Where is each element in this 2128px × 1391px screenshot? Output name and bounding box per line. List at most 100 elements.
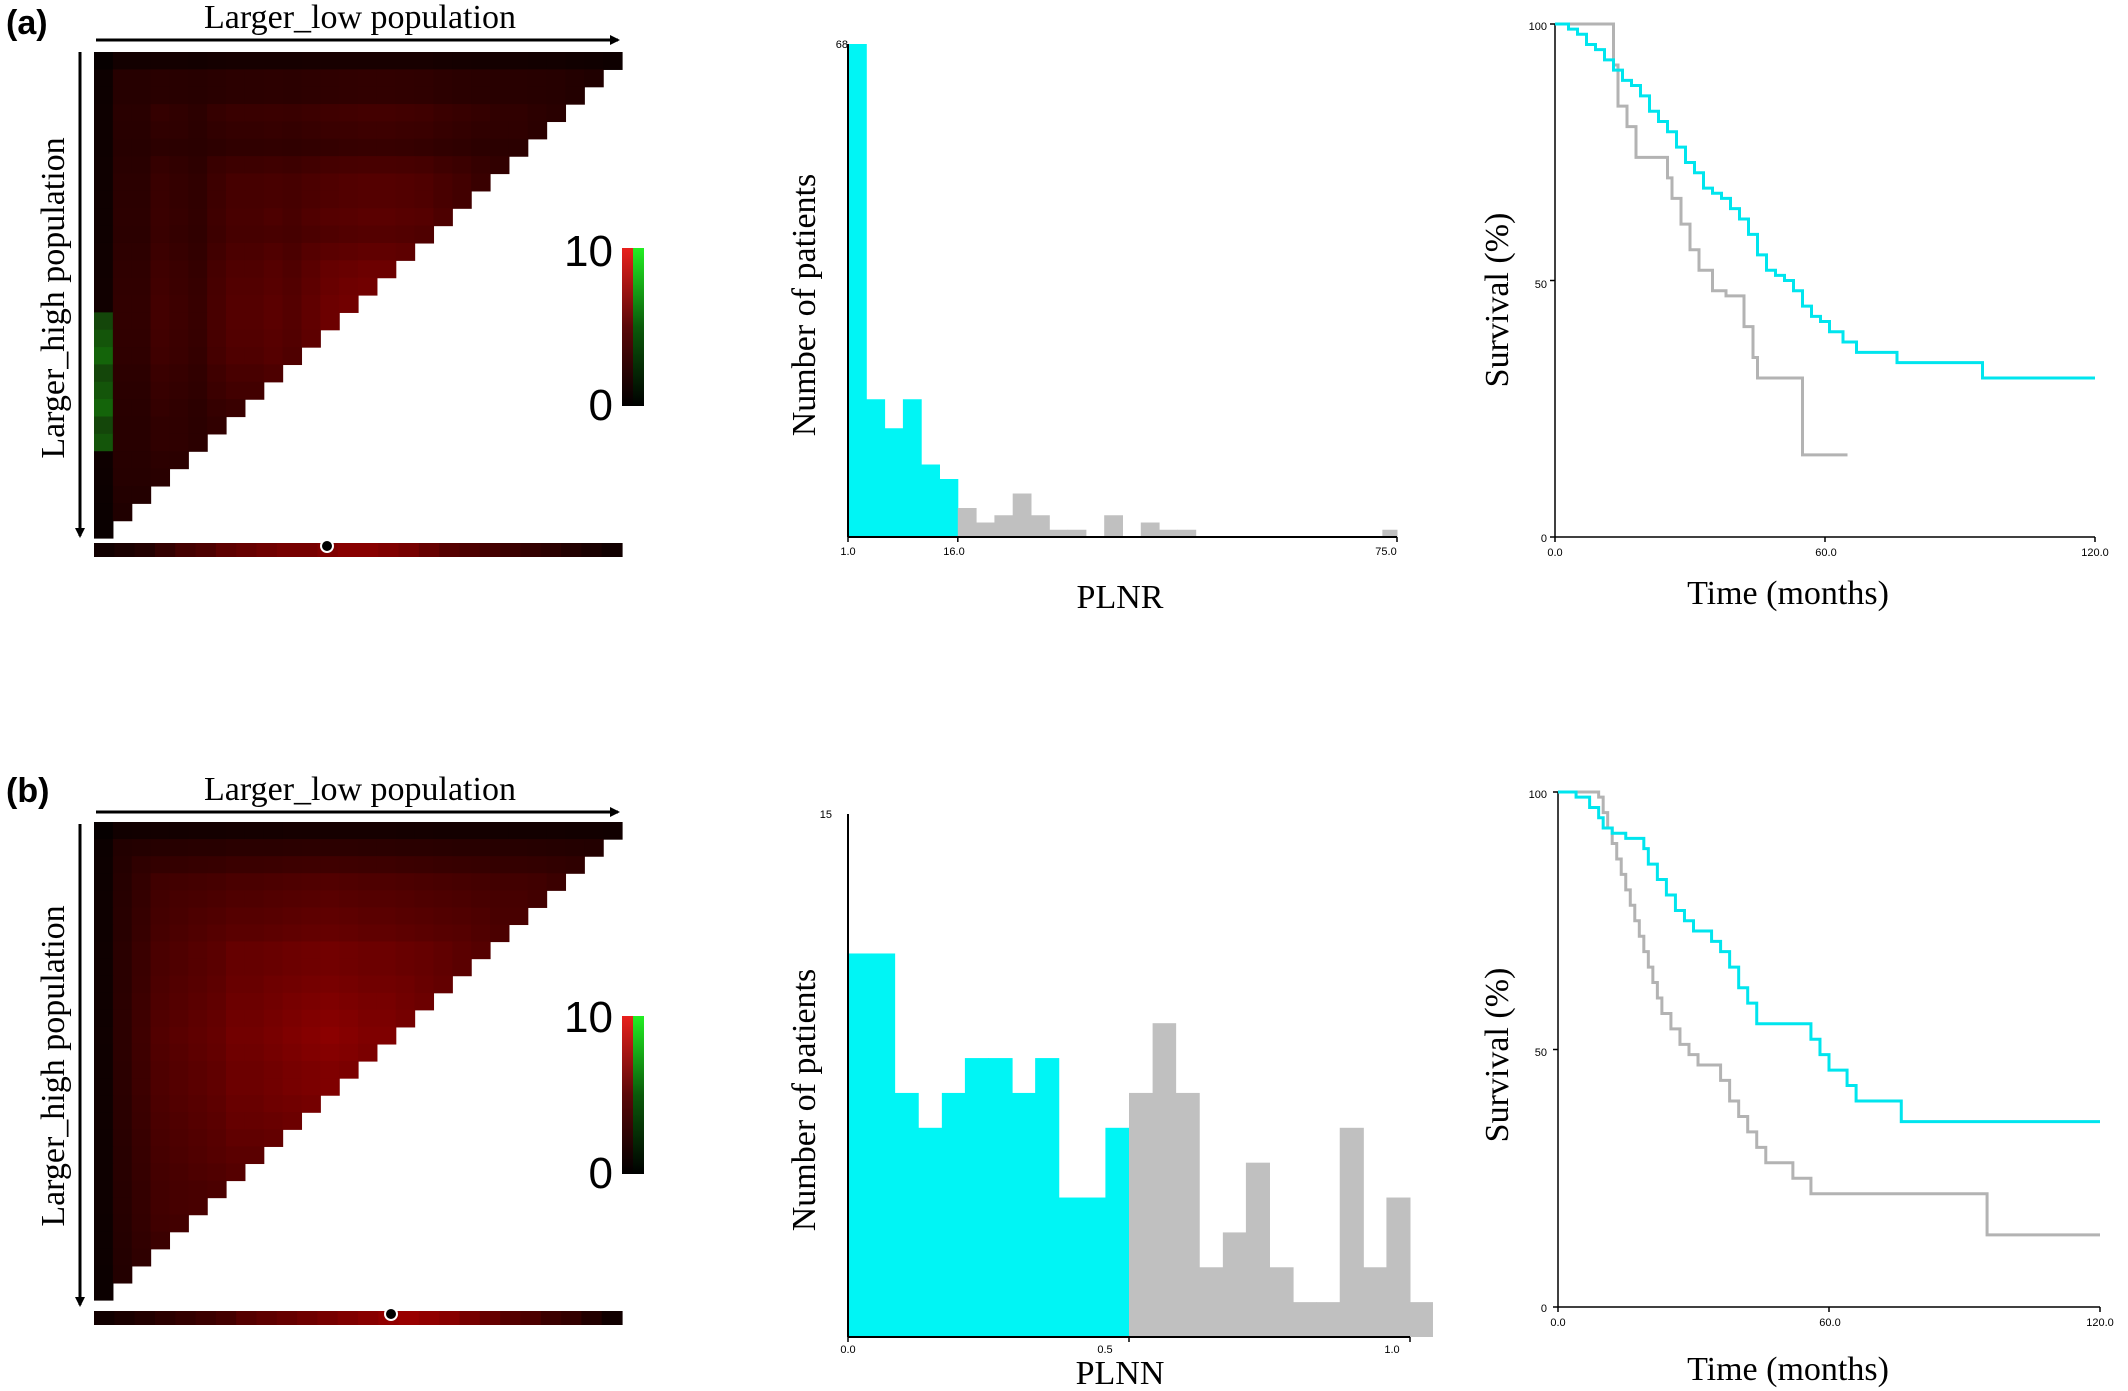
heatmap-cell bbox=[244, 52, 265, 70]
heatmap-cell bbox=[226, 1061, 246, 1079]
heatmap-cell bbox=[94, 941, 114, 960]
heatmap-cell bbox=[150, 1231, 171, 1250]
heatmap-cell bbox=[244, 242, 265, 261]
heatmap-cell bbox=[150, 156, 171, 175]
heatmap-cell bbox=[376, 839, 397, 857]
heatmap-cell bbox=[358, 260, 378, 279]
heatmap-cell bbox=[263, 1026, 284, 1045]
stripe-cell bbox=[358, 543, 379, 557]
histogram-bar bbox=[848, 953, 873, 1337]
heatmap-cell bbox=[471, 873, 491, 891]
heatmap-cell bbox=[112, 924, 133, 943]
heatmap-cell bbox=[339, 225, 359, 244]
heatmap-cell bbox=[169, 69, 189, 88]
heatmap-cell bbox=[508, 907, 529, 926]
stripe-cell bbox=[398, 1311, 420, 1325]
heatmap-cell bbox=[301, 1095, 321, 1113]
histogram-plot bbox=[847, 44, 1398, 542]
heatmap-cell bbox=[169, 907, 189, 926]
heatmap-cell bbox=[358, 958, 378, 977]
heatmap-cell bbox=[188, 86, 208, 105]
heatmap-cell bbox=[226, 121, 246, 140]
panel-b: (b) Larger_low population Larger_high po… bbox=[6, 771, 2114, 1391]
heatmap-cell bbox=[395, 941, 416, 960]
heatmap-cell bbox=[150, 958, 171, 977]
heatmap-cell bbox=[150, 121, 171, 140]
heatmap-cell bbox=[94, 1180, 114, 1199]
heatmap-cell bbox=[301, 839, 321, 857]
heatmap-cell bbox=[471, 121, 491, 140]
heatmap-cell bbox=[263, 86, 284, 105]
stripe-cell bbox=[581, 543, 603, 557]
heatmap-cell bbox=[131, 1146, 152, 1165]
heatmap-cell bbox=[282, 173, 303, 192]
histogram-bar bbox=[1177, 529, 1197, 537]
heatmap-cell bbox=[169, 208, 189, 227]
heatmap-cell bbox=[320, 312, 340, 331]
heatmap-cell bbox=[244, 225, 265, 244]
stripe-cell bbox=[540, 543, 562, 557]
stripe-cell bbox=[439, 1311, 461, 1325]
heatmap-cell bbox=[131, 1214, 152, 1233]
histogram-bar bbox=[1382, 529, 1398, 537]
heatmap-cell bbox=[188, 156, 208, 175]
heatmap-cell bbox=[263, 208, 284, 227]
heatmap-cell bbox=[131, 1095, 152, 1113]
heatmap-cell bbox=[320, 156, 340, 175]
heatmap-cell bbox=[395, 822, 416, 840]
heatmap-cell bbox=[565, 52, 585, 70]
heatmap-cell bbox=[169, 1146, 189, 1165]
heatmap-cell bbox=[150, 907, 171, 926]
heatmap-cell bbox=[263, 242, 284, 261]
heatmap-cell bbox=[433, 208, 453, 227]
heatmap-cell bbox=[94, 312, 114, 331]
stripe-cell bbox=[358, 1311, 379, 1325]
heatmap-cell bbox=[226, 52, 246, 70]
heatmap-cell bbox=[150, 312, 171, 331]
heatmap-cell bbox=[226, 104, 246, 123]
heatmap-cell bbox=[452, 856, 472, 874]
heatmap-cell bbox=[301, 941, 321, 960]
heatmap-cell bbox=[188, 1129, 208, 1147]
heatmap-cell bbox=[226, 399, 246, 418]
heatmap-cell bbox=[131, 295, 152, 313]
heatmap-cell bbox=[94, 69, 114, 88]
heatmap-cell bbox=[207, 381, 227, 400]
heatmap-cell bbox=[188, 277, 208, 296]
heatmap-cell bbox=[226, 907, 246, 926]
heatmap-cell bbox=[320, 225, 340, 244]
heatmap-cell bbox=[433, 975, 453, 994]
heatmap-cell bbox=[244, 1146, 265, 1165]
histogram-bar bbox=[1159, 529, 1178, 537]
heatmap-cell bbox=[188, 416, 208, 435]
heatmap-cell bbox=[207, 1112, 227, 1130]
heatmap-cell bbox=[131, 975, 152, 994]
heatmap-cell bbox=[320, 992, 340, 1011]
stripe-cell bbox=[154, 543, 176, 557]
heatmap-cell bbox=[358, 156, 378, 175]
heatmap-cell bbox=[320, 1026, 340, 1045]
heatmap-cell bbox=[508, 104, 529, 123]
x-tick: 120.0 bbox=[2081, 547, 2109, 559]
heatmap-cell bbox=[112, 208, 133, 227]
heatmap-cell bbox=[169, 1197, 189, 1216]
heatmap-cell bbox=[226, 1009, 246, 1028]
stripe-cell bbox=[581, 1311, 603, 1325]
heatmap-cell bbox=[226, 890, 246, 908]
histogram-bar bbox=[1140, 522, 1160, 537]
histogram-a: Number of patients PLNR 68 1.0 16.0 75.0 bbox=[786, 39, 1398, 616]
y-tick: 100 bbox=[1529, 789, 1547, 801]
stripe-cell bbox=[520, 1311, 542, 1325]
heatmap-cell bbox=[395, 975, 416, 994]
x-axis-title: Time (months) bbox=[1687, 575, 1889, 612]
heatmap-cell bbox=[94, 433, 114, 452]
heatmap-cell bbox=[112, 822, 133, 840]
heatmap-cell bbox=[150, 86, 171, 105]
heatmap-cell bbox=[188, 907, 208, 926]
heatmap-cell bbox=[452, 958, 472, 977]
heatmap-cell bbox=[452, 173, 472, 192]
heatmap-cell bbox=[244, 312, 265, 331]
heatmap-cell bbox=[395, 1009, 416, 1028]
heatmap-cell bbox=[263, 156, 284, 175]
